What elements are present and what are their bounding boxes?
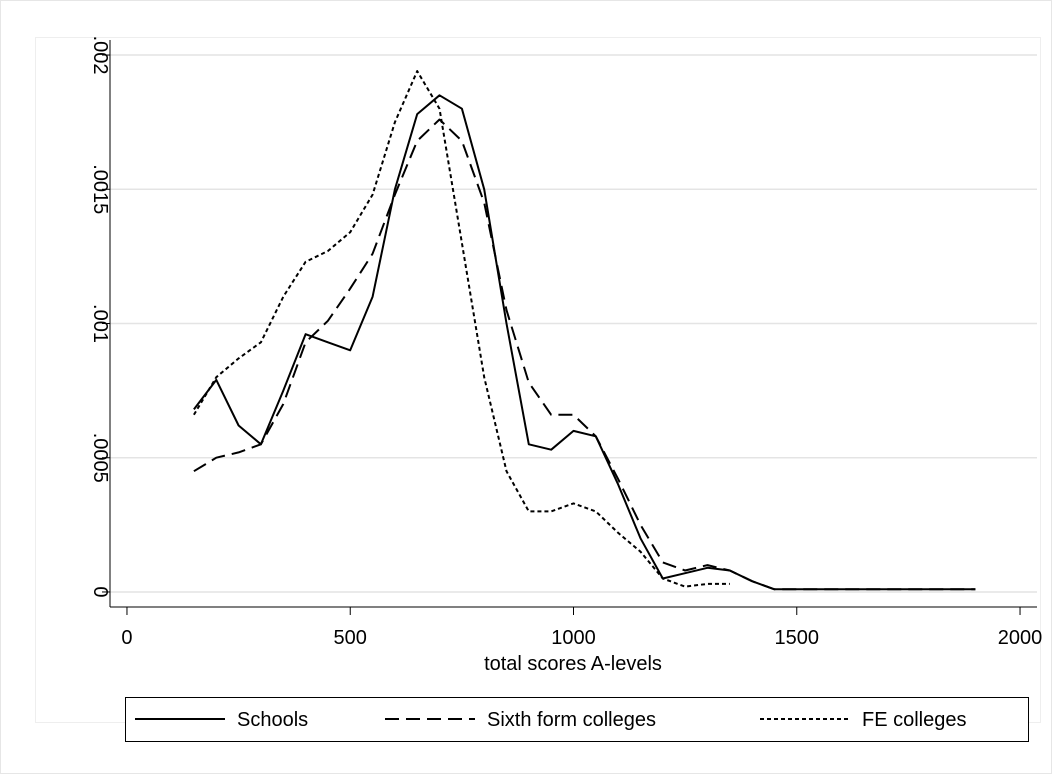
x-tick-label: 500 [334,627,367,649]
y-tick-label: .0015 [89,164,111,214]
legend-label: FE colleges [862,709,967,731]
plot-frame [35,37,1041,723]
series-line [193,94,976,591]
legend-label: Schools [237,709,308,731]
x-tick-label: 2000 [998,627,1043,649]
x-tick-label: 0 [121,627,132,649]
x-tick-label: 1500 [775,627,820,649]
x-axis-label: total scores A-levels [484,653,662,675]
series-line [193,70,730,588]
y-tick-label: .0005 [89,433,111,483]
y-tick-label: 0 [89,586,111,597]
series-line [193,118,976,591]
y-tick-label: .001 [89,304,111,343]
x-tick-label: 1000 [551,627,596,649]
legend-box [125,697,1029,742]
legend-label: Sixth form colleges [487,709,656,731]
y-tick-label: .002 [89,36,111,75]
